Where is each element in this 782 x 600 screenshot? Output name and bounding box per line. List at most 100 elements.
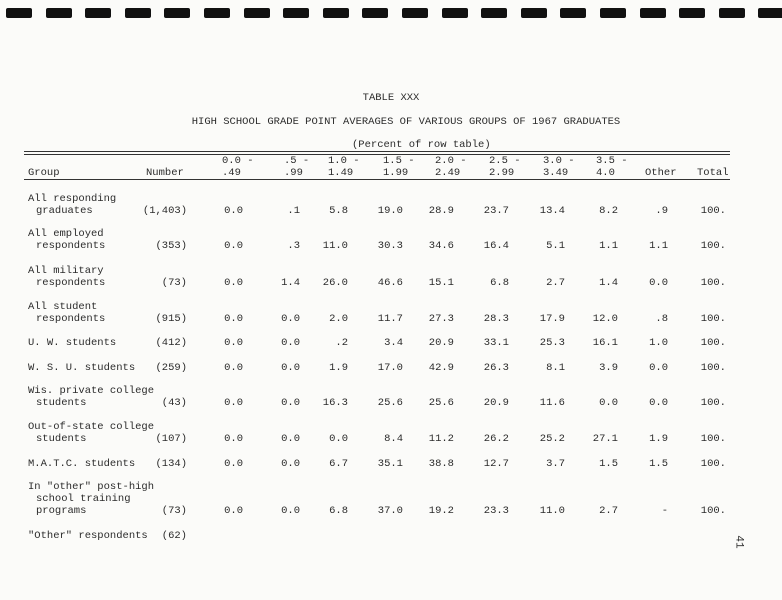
- punch-mark: [718, 8, 745, 18]
- cell-value: 12.0: [592, 313, 618, 325]
- group-number: (353): [155, 240, 187, 252]
- cell-value: 1.5: [599, 458, 618, 470]
- cell-value: 0.0: [281, 505, 300, 517]
- punch-mark: [45, 8, 72, 18]
- header-range: .49: [222, 167, 241, 179]
- group-number: (134): [155, 458, 187, 470]
- cell-value: 20.9: [428, 337, 454, 349]
- cell-value: 11.2: [428, 433, 454, 445]
- cell-value: 25.2: [539, 433, 565, 445]
- group-label: respondents: [36, 240, 106, 252]
- punch-mark: [639, 8, 666, 18]
- cell-value: 1.1: [599, 240, 618, 252]
- cell-value: 1.9: [649, 433, 668, 445]
- group-label: "Other" respondents: [28, 530, 148, 542]
- header-range: 3.5 -: [596, 155, 628, 167]
- group-number: (1,403): [142, 205, 187, 217]
- punch-mark: [243, 8, 270, 18]
- group-label: school training: [36, 493, 131, 505]
- group-label: All responding: [28, 193, 117, 205]
- cell-value: 17.9: [539, 313, 565, 325]
- cell-value: 2.0: [329, 313, 348, 325]
- cell-value: 20.9: [483, 397, 509, 409]
- cell-value: 100.: [700, 458, 726, 470]
- group-number: (259): [155, 362, 187, 374]
- punch-mark: [560, 8, 587, 18]
- header-other: Other: [645, 167, 677, 179]
- cell-value: 0.0: [281, 313, 300, 325]
- cell-value: 0.0: [224, 337, 243, 349]
- cell-value: 28.9: [428, 205, 454, 217]
- cell-value: 0.0: [281, 433, 300, 445]
- group-number: (915): [155, 313, 187, 325]
- cell-value: 0.0: [224, 205, 243, 217]
- cell-value: 100.: [700, 433, 726, 445]
- punch-mark: [322, 8, 349, 18]
- header-range: 1.49: [328, 167, 354, 179]
- group-number: (43): [161, 397, 187, 409]
- cell-value: 0.0: [281, 362, 300, 374]
- punch-mark: [164, 8, 191, 18]
- cell-value: 1.1: [649, 240, 668, 252]
- punch-mark: [85, 8, 112, 18]
- cell-value: 23.3: [483, 505, 509, 517]
- cell-value: 26.2: [483, 433, 509, 445]
- cell-value: 0.0: [224, 240, 243, 252]
- group-label: M.A.T.C. students: [28, 458, 136, 470]
- cell-value: 25.3: [539, 337, 565, 349]
- cell-value: 0.0: [649, 397, 668, 409]
- punch-mark: [758, 8, 782, 18]
- cell-value: 5.8: [329, 205, 348, 217]
- header-range: 4.0: [596, 167, 615, 179]
- cell-value: 2.7: [599, 505, 618, 517]
- group-label: U. W. students: [28, 337, 117, 349]
- cell-value: 8.2: [599, 205, 618, 217]
- cell-value: 27.1: [592, 433, 618, 445]
- cell-value: 30.3: [377, 240, 403, 252]
- cell-value: 2.7: [546, 277, 565, 289]
- group-label: All military: [28, 265, 104, 277]
- cell-value: 25.6: [377, 397, 403, 409]
- header-group: Group: [28, 167, 60, 179]
- cell-value: 1.0: [649, 337, 668, 349]
- cell-value: 11.0: [539, 505, 565, 517]
- page-number: 41: [732, 535, 745, 549]
- group-label: Out-of-state college: [28, 421, 155, 433]
- cell-value: 100.: [700, 313, 726, 325]
- punch-mark: [283, 8, 310, 18]
- header-range: 2.99: [489, 167, 515, 179]
- cell-value: .2: [335, 337, 348, 349]
- cell-value: 100.: [700, 337, 726, 349]
- cell-value: 11.6: [539, 397, 565, 409]
- group-label: W. S. U. students: [28, 362, 136, 374]
- group-number: (73): [161, 505, 187, 517]
- cell-value: 11.0: [322, 240, 348, 252]
- group-label: Wis. private college: [28, 385, 155, 397]
- cell-value: 15.1: [428, 277, 454, 289]
- cell-value: 23.7: [483, 205, 509, 217]
- cell-value: 16.4: [483, 240, 509, 252]
- cell-value: 17.0: [377, 362, 403, 374]
- cell-value: 0.0: [599, 397, 618, 409]
- punch-mark: [679, 8, 706, 18]
- cell-value: 0.0: [224, 458, 243, 470]
- header-rule-top-2: [24, 154, 730, 155]
- cell-value: 0.0: [224, 505, 243, 517]
- group-label: students: [36, 397, 87, 409]
- header-range: .5 -: [284, 155, 310, 167]
- cell-value: 11.7: [377, 313, 403, 325]
- punch-mark: [6, 8, 32, 18]
- cell-value: 25.6: [428, 397, 454, 409]
- cell-value: 100.: [700, 362, 726, 374]
- cell-value: 13.4: [539, 205, 565, 217]
- cell-value: 1.5: [649, 458, 668, 470]
- group-label: respondents: [36, 313, 106, 325]
- cell-value: 26.3: [483, 362, 509, 374]
- cell-value: 100.: [700, 397, 726, 409]
- cell-value: 0.0: [281, 458, 300, 470]
- cell-value: 100.: [700, 505, 726, 517]
- cell-value: 1.4: [599, 277, 618, 289]
- header-range: 2.49: [435, 167, 461, 179]
- header-range: 3.49: [543, 167, 569, 179]
- cell-value: 0.0: [281, 397, 300, 409]
